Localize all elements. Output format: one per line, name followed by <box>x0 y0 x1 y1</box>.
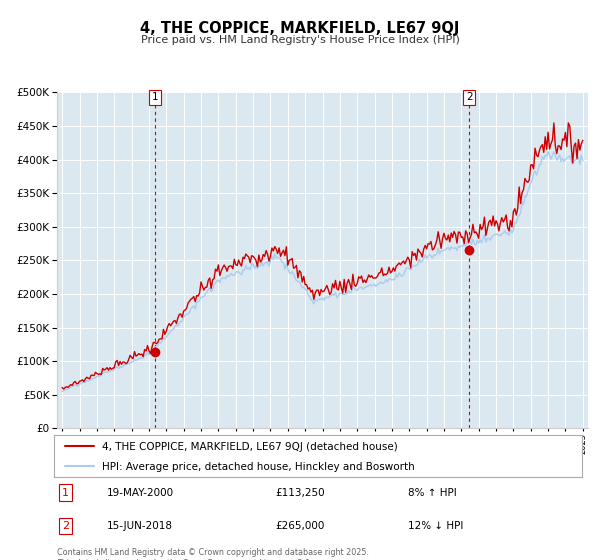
Text: 4, THE COPPICE, MARKFIELD, LE67 9QJ: 4, THE COPPICE, MARKFIELD, LE67 9QJ <box>140 21 460 36</box>
Text: £265,000: £265,000 <box>276 521 325 531</box>
Text: 12% ↓ HPI: 12% ↓ HPI <box>408 521 463 531</box>
Text: 1: 1 <box>62 488 69 498</box>
Text: 4, THE COPPICE, MARKFIELD, LE67 9QJ (detached house): 4, THE COPPICE, MARKFIELD, LE67 9QJ (det… <box>101 442 397 452</box>
Text: Contains HM Land Registry data © Crown copyright and database right 2025.
This d: Contains HM Land Registry data © Crown c… <box>57 548 369 560</box>
Text: HPI: Average price, detached house, Hinckley and Bosworth: HPI: Average price, detached house, Hinc… <box>101 462 414 472</box>
Text: 15-JUN-2018: 15-JUN-2018 <box>107 521 173 531</box>
Text: 2: 2 <box>62 521 69 531</box>
Text: Price paid vs. HM Land Registry's House Price Index (HPI): Price paid vs. HM Land Registry's House … <box>140 35 460 45</box>
Text: 19-MAY-2000: 19-MAY-2000 <box>107 488 174 498</box>
Text: 8% ↑ HPI: 8% ↑ HPI <box>408 488 457 498</box>
Text: 1: 1 <box>152 92 159 102</box>
Text: £113,250: £113,250 <box>276 488 325 498</box>
Text: 2: 2 <box>466 92 472 102</box>
